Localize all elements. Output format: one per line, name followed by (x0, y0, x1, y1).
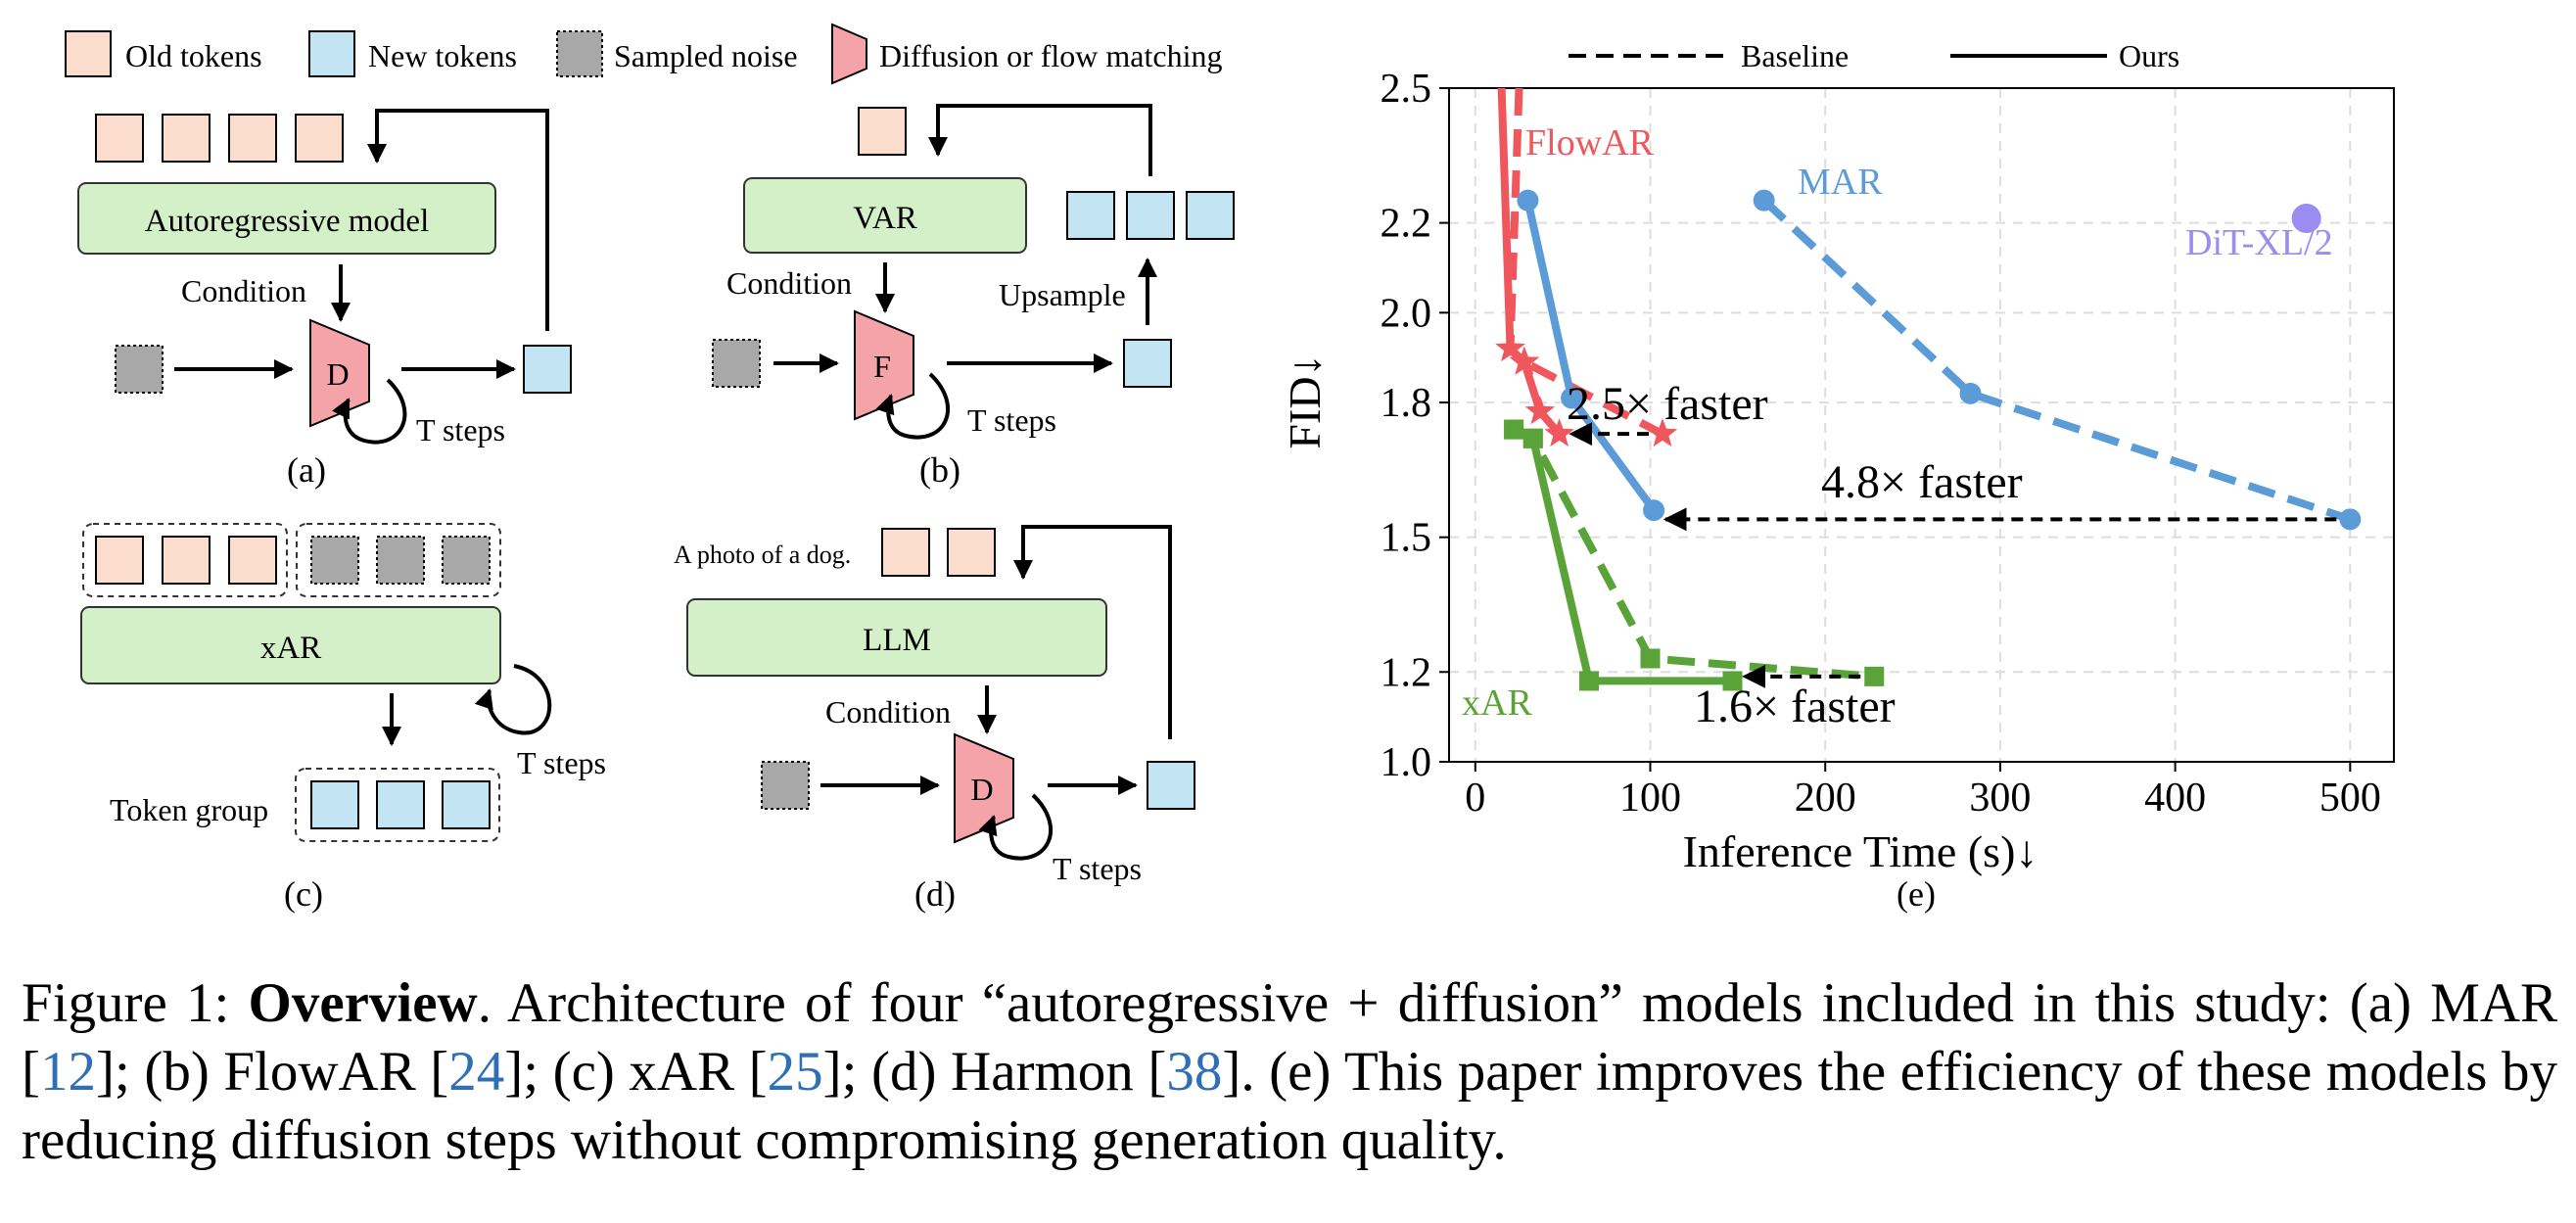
marker-mar-ours (1561, 387, 1583, 409)
marker-xar-ours (1504, 419, 1524, 440)
marker-xar-ours (1578, 671, 1599, 691)
diffusion-block-d (309, 318, 370, 428)
series-label-mar: MAR (1798, 162, 1883, 203)
caption-bold: Overview (248, 972, 478, 1034)
llm-box (686, 598, 1107, 677)
svg-text:xAR: xAR (260, 631, 321, 666)
panel-b: VAR Condition F Upsample T steps (b) (712, 104, 1235, 490)
svg-text:Condition: Condition (825, 694, 951, 729)
legend-old-tokens: Old tokens (125, 38, 262, 73)
y-tick-label: 1.0 (1381, 740, 1432, 785)
panel-d: A photo of a dog. LLM Condition D T step… (674, 525, 1195, 914)
old-token-swatch (65, 30, 112, 77)
series-label-flowar: FlowAR (1525, 122, 1655, 164)
marker-flowar-ours (1495, 333, 1525, 361)
flow-block-f (854, 309, 914, 421)
noise-token (115, 345, 164, 394)
point-dit-xl-2 (2291, 204, 2321, 234)
marker-xar-baseline (1864, 666, 1885, 686)
x-tick-label: 500 (2319, 776, 2381, 821)
noise-swatch (556, 30, 603, 77)
x-tick-label: 200 (1795, 776, 1856, 821)
marker-mar-baseline (1753, 189, 1775, 212)
annotation-1-6x: 1.6× faster (1694, 681, 1896, 732)
legend-baseline: Baseline (1741, 38, 1849, 73)
panel-a-label: (a) (287, 450, 326, 490)
y-tick-label: 1.2 (1381, 650, 1432, 695)
y-tick-label: 2.0 (1381, 291, 1432, 336)
line-mar-baseline (1760, 197, 2352, 524)
svg-text:D: D (326, 356, 349, 392)
svg-text:T steps: T steps (517, 745, 606, 780)
marker-mar-ours (1643, 499, 1665, 522)
new-token (523, 345, 572, 394)
chart-e: 0 100 200 300 400 500 1.0 1.2 1.5 1.8 2.0 2.2 2.5 Ba… (1280, 38, 2395, 914)
marker-mar-baseline (1959, 382, 1982, 404)
legend-sampled-noise: Sampled noise (614, 38, 798, 73)
series-label-dit: DiT-XL/2 (2185, 222, 2333, 263)
y-tick-label: 1.5 (1381, 516, 1432, 561)
marker-xar-baseline (1640, 648, 1661, 669)
autoregressive-model-box (77, 182, 496, 255)
legend-new-tokens: New tokens (368, 38, 517, 73)
y-tick-label: 2.2 (1381, 202, 1432, 247)
marker-mar-baseline (2339, 508, 2362, 531)
citation-25[interactable]: 25 (767, 1041, 823, 1103)
plot-frame (1448, 87, 2395, 763)
svg-text:VAR: VAR (853, 201, 916, 236)
citation-24[interactable]: 24 (448, 1041, 505, 1103)
x-tick-label: 100 (1619, 776, 1681, 821)
legend-ours: Ours (2119, 38, 2179, 73)
legend-diffusion: Diffusion or flow matching (879, 38, 1222, 73)
prompt-text: A photo of a dog. (674, 541, 851, 569)
marker-flowar-ours (1544, 418, 1574, 447)
x-axis-label: Inference Time (s)↓ (1683, 826, 2038, 876)
x-tick-label: 0 (1465, 776, 1485, 821)
panel-e-label: (e) (1897, 874, 1936, 914)
svg-text:T steps: T steps (967, 402, 1056, 438)
x-tick-label: 400 (2144, 776, 2206, 821)
figure-caption: Figure 1: Overview. Architecture of four… (22, 972, 2558, 1171)
x-tick-label: 300 (1969, 776, 2031, 821)
svg-text:Condition: Condition (726, 265, 852, 301)
annotation-2-5x: 2.5× faster (1567, 378, 1768, 430)
y-tick-label: 2.5 (1381, 67, 1432, 112)
panel-d-label: (d) (914, 874, 956, 914)
xar-box (80, 606, 501, 684)
panel-c-label: (c) (284, 874, 323, 914)
svg-text:T steps: T steps (416, 412, 505, 447)
svg-text:LLM: LLM (863, 623, 931, 658)
panel-b-label: (b) (919, 450, 960, 490)
citation-38[interactable]: 38 (1166, 1041, 1223, 1103)
svg-text:D: D (970, 772, 993, 807)
autoregressive-model-label: Autoregressive model (145, 204, 430, 239)
panel-a: Autoregressive model Condition D T steps… (77, 109, 572, 490)
marker-xar-ours (1522, 428, 1543, 448)
marker-xar-ours (1722, 671, 1743, 691)
var-box (743, 177, 1027, 254)
diffusion-swatch (831, 23, 867, 85)
diagram-legend: Old tokens New tokens Sampled noise Diff… (65, 23, 1222, 85)
marker-flowar-baseline (1647, 418, 1678, 447)
new-token-swatch (308, 30, 355, 77)
chart-legend: Baseline Ours (1569, 38, 2179, 73)
marker-mar-ours (1517, 189, 1539, 212)
svg-text:F: F (873, 349, 891, 384)
annotation-4-8x: 4.8× faster (1821, 456, 2023, 508)
figure: Old tokens New tokens Sampled noise Diff… (65, 23, 2395, 914)
panel-c: xAR T steps Token group (c) (80, 523, 606, 914)
marker-flowar-ours (1509, 346, 1540, 375)
marker-flowar-ours (1524, 396, 1556, 425)
y-axis-label: FID↓ (1280, 353, 1330, 448)
y-tick-label: 1.8 (1381, 381, 1432, 426)
svg-text:T steps: T steps (1053, 851, 1142, 886)
token-group-label: Token group (110, 792, 268, 827)
svg-text:Upsample: Upsample (999, 277, 1126, 312)
citation-12[interactable]: 12 (39, 1041, 96, 1103)
condition-label: Condition (181, 273, 306, 308)
series-label-xar: xAR (1462, 682, 1532, 724)
